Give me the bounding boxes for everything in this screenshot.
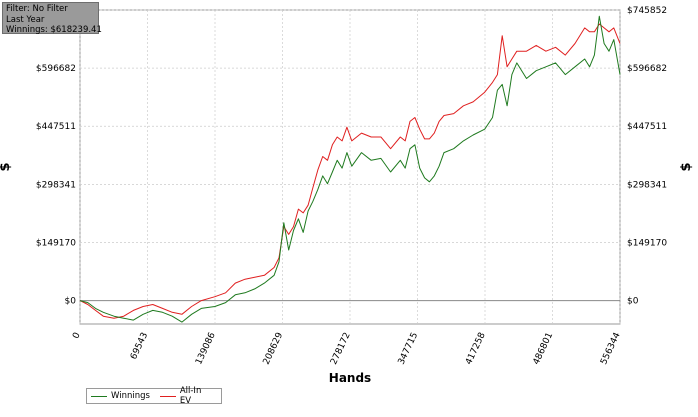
x-tick-label: 0 (71, 331, 83, 341)
legend-item-allin: All-In EV (159, 386, 215, 406)
y-axis-label-right: $ (679, 162, 694, 171)
legend-label-allin: All-In EV (179, 386, 202, 406)
x-tick-label: 556344 (599, 331, 623, 367)
y-tick-label-left: $0 (65, 297, 77, 307)
x-tick-label: 278172 (329, 331, 353, 366)
y-tick-label-right: $596682 (627, 64, 667, 74)
y-tick-label-right: $447511 (627, 122, 667, 132)
x-tick-label: 417258 (464, 331, 488, 367)
legend-swatch-allin (159, 395, 176, 397)
y-tick-label-right: $0 (627, 297, 639, 307)
y-axis-label-left: $ (0, 162, 13, 171)
legend: Winnings All-In EV (86, 386, 222, 406)
y-tick-label-left: $298341 (36, 180, 76, 190)
y-tick-label-right: $149170 (627, 238, 667, 248)
filter-text: Filter: No Filter (6, 4, 68, 14)
series-line-winnings (79, 15, 621, 323)
legend-item-winnings: Winnings (91, 391, 150, 401)
x-tick-label: 486801 (532, 331, 556, 366)
x-tick-label: 139086 (194, 331, 218, 367)
legend-swatch-winnings (91, 395, 107, 397)
series-line-allin-ev (79, 23, 621, 319)
x-tick-label: 208629 (262, 331, 286, 367)
y-tick-label-right: $745852 (627, 6, 667, 16)
y-tick-label-left: $596682 (36, 64, 76, 74)
winnings-text: Winnings: $618239.41 (6, 25, 102, 35)
period-text: Last Year (6, 14, 45, 25)
info-box: Filter: No Filter Last Year Winnings: $6… (2, 2, 102, 35)
y-tick-label-right: $298341 (627, 180, 667, 190)
legend-label-winnings: Winnings (111, 391, 150, 401)
x-axis-label: Hands (329, 371, 371, 385)
x-tick-label: 347715 (397, 331, 421, 366)
x-tick-label: 69543 (129, 331, 150, 361)
y-tick-label-left: $447511 (36, 122, 76, 132)
y-tick-label-left: $149170 (36, 238, 76, 248)
